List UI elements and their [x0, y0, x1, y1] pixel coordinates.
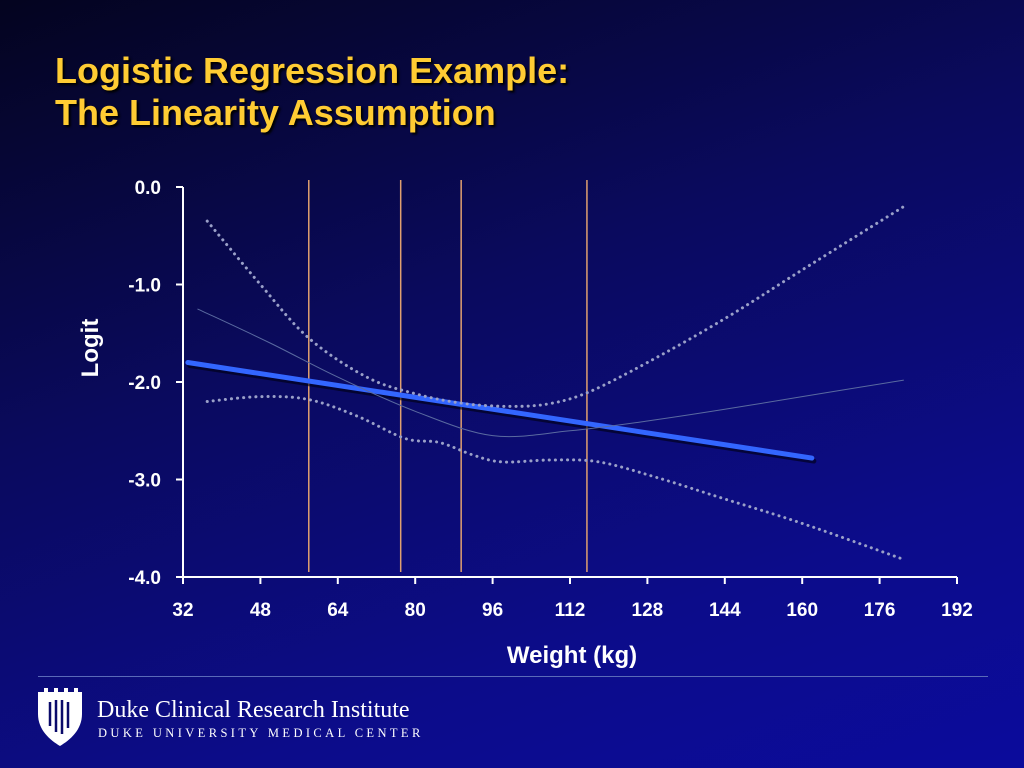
logit-weight-chart: 0.0 -1.0 -2.0 -3.0 -4.0 32 48 64 80 96 112 128 144 16… — [77, 178, 973, 669]
x-tick-label: 80 — [405, 600, 426, 621]
x-tick-label: 128 — [632, 600, 664, 621]
org-subtitle: DUKE UNIVERSITY MEDICAL CENTER — [98, 726, 424, 740]
slide-title-line-1: Logistic Regression Example: — [55, 50, 570, 91]
y-tick-label: -2.0 — [128, 373, 161, 394]
duke-chapel-shield-icon — [38, 688, 82, 746]
y-tick-label: -4.0 — [128, 568, 161, 589]
knot-lines — [308, 180, 588, 572]
slide-title: Logistic Regression Example: The Lineari… — [55, 50, 569, 134]
y-tick-label: 0.0 — [135, 178, 161, 199]
x-tick-label: 48 — [250, 600, 271, 621]
confidence-band-upper — [205, 205, 906, 408]
linear-fit-shadow — [187, 363, 817, 464]
chart-axes: 0.0 -1.0 -2.0 -3.0 -4.0 32 48 64 80 96 112 128 144 16… — [128, 178, 973, 621]
y-tick-label: -1.0 — [128, 276, 161, 297]
x-tick-label: 176 — [864, 600, 896, 621]
x-tick-label: 32 — [172, 600, 193, 621]
x-tick-label: 96 — [482, 600, 503, 621]
org-name: Duke Clinical Research Institute — [97, 697, 410, 723]
slide-title-line-2: The Linearity Assumption — [55, 92, 496, 133]
x-tick-label: 160 — [786, 600, 818, 621]
spline-fit-line — [197, 308, 904, 438]
x-tick-label: 144 — [709, 600, 741, 621]
linear-fit-line — [185, 360, 815, 461]
y-axis-label: Logit — [77, 319, 104, 378]
x-tick-label: 192 — [941, 600, 973, 621]
chart-series — [185, 205, 906, 561]
x-tick-label: 112 — [555, 600, 586, 621]
x-tick-label: 64 — [327, 600, 349, 621]
footer-divider — [38, 676, 988, 677]
y-tick-label: -3.0 — [128, 471, 161, 492]
x-axis-label: Weight (kg) — [507, 642, 637, 669]
